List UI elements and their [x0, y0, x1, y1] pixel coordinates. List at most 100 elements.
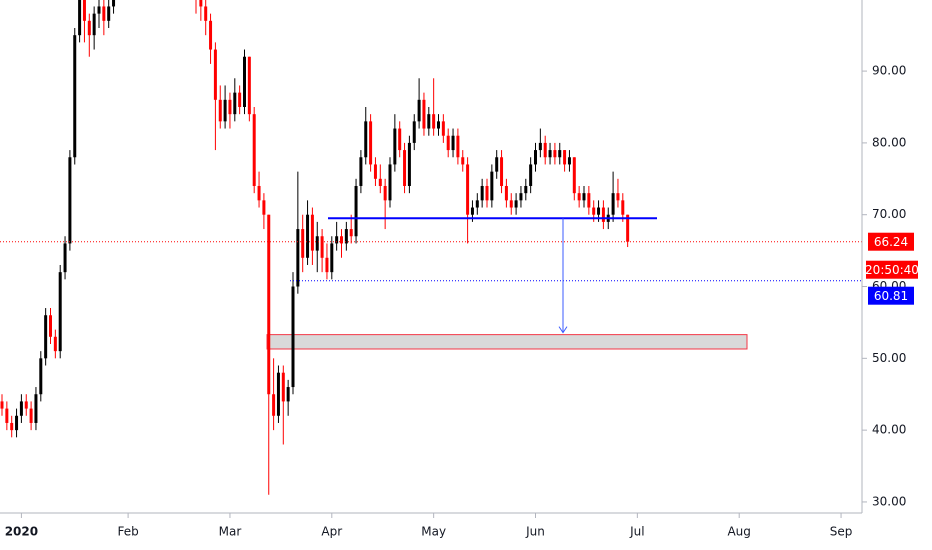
y-tick-label: 30.00 [872, 494, 906, 508]
countdown-box [866, 260, 918, 279]
candle-body [73, 35, 77, 158]
candle-body [490, 171, 494, 201]
candle-body [485, 185, 489, 201]
candle-body [417, 99, 421, 122]
candle-body [621, 200, 625, 215]
candle-body [534, 150, 537, 165]
candle-body [276, 372, 280, 416]
y-tick-label: 90.00 [872, 64, 906, 78]
candle-body [199, 0, 203, 7]
candle-body [407, 142, 411, 186]
candle-body [63, 243, 67, 273]
x-tick-label: 2020 [5, 525, 38, 539]
candle-body [102, 6, 106, 21]
candle-body [388, 164, 392, 201]
candle-body [597, 207, 601, 215]
candle-body [563, 150, 567, 165]
candle-body [340, 236, 343, 244]
candle-body [272, 394, 276, 416]
candle-body [359, 157, 363, 186]
candle-body [281, 372, 285, 402]
candle-body [34, 394, 38, 423]
candle-body [228, 99, 232, 115]
candle-body [19, 401, 23, 416]
candle-body [325, 257, 329, 273]
x-tick-label: Sep [830, 525, 853, 539]
candle-body [383, 185, 387, 201]
candle-body [451, 135, 455, 151]
candle-body [243, 56, 246, 107]
x-tick-label: Feb [117, 525, 138, 539]
candle-body [218, 99, 222, 122]
candle-body [480, 185, 484, 201]
candle-body [10, 422, 14, 431]
candle-body [461, 157, 465, 165]
candle-body [466, 164, 470, 215]
candle-body [354, 185, 358, 237]
candle-body [5, 408, 9, 423]
y-tick-label: 80.00 [872, 135, 906, 149]
candle-body [543, 142, 547, 158]
candle-body [403, 150, 407, 186]
candle-body [223, 99, 227, 122]
candle-body [252, 114, 256, 186]
candle-body [78, 0, 82, 36]
candle-body [373, 164, 377, 179]
target-zone [266, 334, 748, 350]
candle-body [344, 229, 348, 244]
candle-body [286, 387, 290, 402]
candle-body [49, 315, 52, 337]
candle-body [538, 142, 542, 151]
candle-body [529, 164, 533, 186]
candle-body [364, 121, 368, 158]
candle-body [335, 236, 339, 244]
candle-body [306, 214, 310, 258]
candle-body [500, 157, 504, 186]
x-tick-label: Aug [727, 525, 750, 539]
candle-body [349, 229, 353, 237]
x-tick-label: May [421, 525, 446, 539]
candle-body [44, 315, 48, 359]
candle-body [504, 185, 508, 201]
candle-body [24, 401, 28, 409]
candle-body [369, 121, 373, 165]
candle-body [68, 157, 72, 244]
candle-body [291, 286, 295, 388]
candle-body [601, 207, 605, 222]
candle-body [572, 157, 576, 194]
candle-body [267, 214, 271, 395]
candle-body [330, 243, 334, 273]
candle-body [213, 49, 217, 100]
y-tick-label: 50.00 [872, 351, 906, 365]
candle-body [238, 92, 242, 107]
candle-body [112, 0, 116, 7]
candle-body [310, 214, 314, 251]
candle-body [524, 185, 528, 194]
candle-body [587, 193, 591, 208]
candle-body [475, 200, 479, 208]
candle-body [247, 56, 251, 115]
candle-body [514, 200, 518, 208]
candle-body [432, 114, 436, 129]
candle-body [509, 200, 513, 208]
candle-body [412, 121, 416, 143]
candle-body [548, 150, 552, 158]
candle-body [577, 193, 581, 201]
candle-body [582, 193, 586, 201]
marker-price-box [868, 286, 914, 305]
marker-price-label: 60.81 [874, 289, 908, 303]
candle-body [427, 114, 431, 129]
candle-body [257, 185, 261, 201]
candle-body [296, 229, 300, 287]
candle-body [567, 157, 571, 165]
y-tick-label: 40.00 [872, 423, 906, 437]
candle-body [558, 150, 562, 158]
x-tick-label: Jul [629, 525, 644, 539]
candle-body [378, 178, 382, 186]
candle-body [15, 415, 19, 431]
candle-body [39, 358, 43, 395]
arrow-head [558, 326, 568, 334]
